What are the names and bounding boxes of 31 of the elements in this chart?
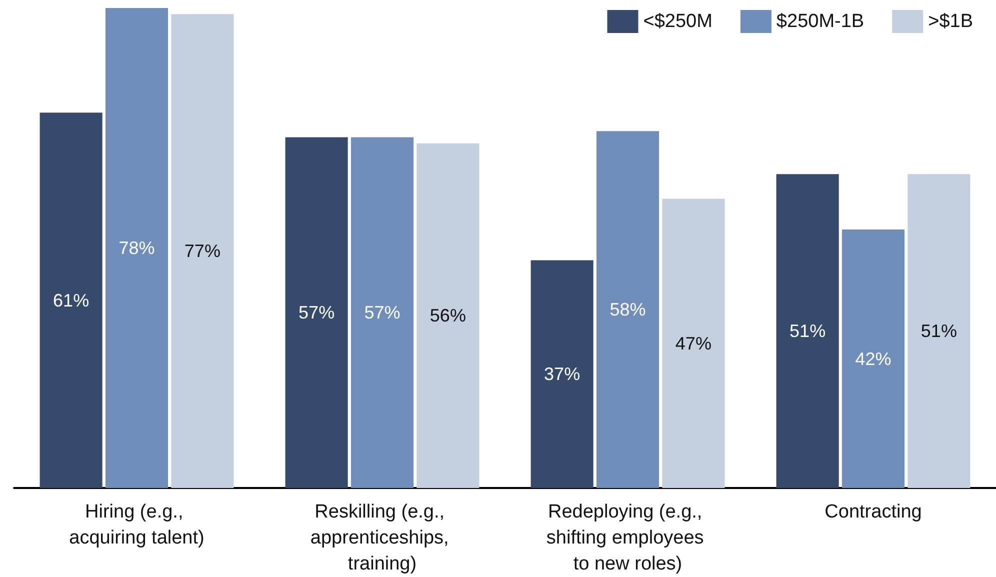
data-label: 51% [920,321,957,342]
data-label: 57% [364,302,400,323]
x-tick-label: Hiring (e.g., acquiring talent) [69,502,204,548]
data-label: 61% [53,290,90,310]
legend-label: >$1B [928,11,974,32]
bar [350,137,414,488]
x-tick-label: Contracting [824,502,922,522]
data-label: 51% [790,321,826,342]
data-label: 78% [118,238,155,258]
bar [596,131,660,488]
bar [908,174,970,488]
data-label: 58% [610,300,646,320]
bar [662,198,725,488]
data-label: 37% [544,364,580,384]
data-label: 77% [184,241,220,262]
bar [171,14,234,488]
x-tick-label: Reskilling (e.g., apprenticeships, training) [310,502,454,574]
bar [416,143,480,488]
legend-label: $250M-1B [776,11,864,32]
bar [105,8,168,488]
bar [842,230,905,488]
data-label: 42% [855,348,892,369]
bar [40,112,102,488]
legend-label: <$250M [643,11,712,32]
x-tick-label: Redeploying (e.g., shifting employees to new roles) [546,502,710,574]
data-label: 57% [298,302,335,323]
data-label: 56% [430,306,466,326]
bar [776,174,839,488]
bar [285,137,348,488]
data-label: 47% [675,333,712,354]
bar [530,260,594,488]
